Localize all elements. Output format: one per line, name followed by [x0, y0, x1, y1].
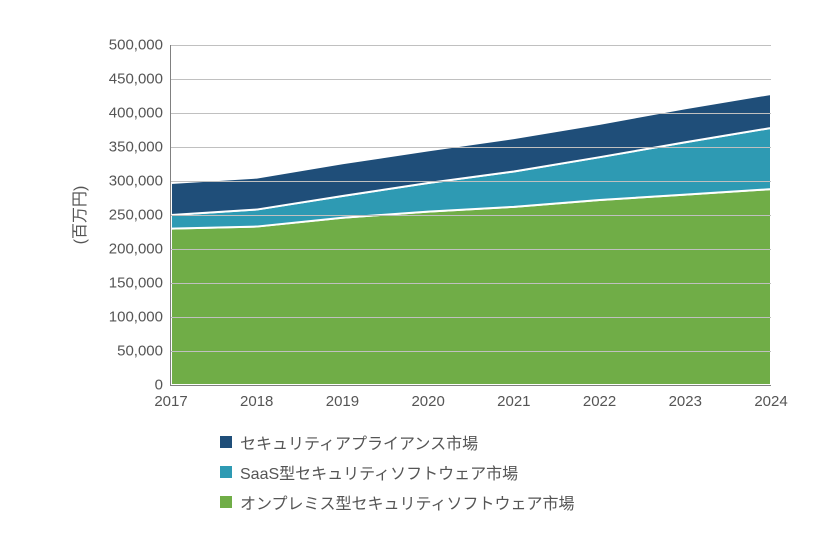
gridline [171, 215, 771, 216]
gridline [171, 181, 771, 182]
x-tick-label: 2017 [154, 385, 187, 410]
y-tick-label: 500,000 [109, 37, 171, 54]
y-tick-label: 250,000 [109, 207, 171, 224]
legend: セキュリティアプライアンス市場 SaaS型セキュリティソフトウェア市場オンプレミス… [220, 430, 575, 514]
x-tick-label: 2021 [497, 385, 530, 410]
legend-item: SaaS型セキュリティソフトウェア市場 [220, 460, 575, 484]
legend-swatch [220, 466, 232, 478]
legend-swatch [220, 496, 232, 508]
y-axis-title: (百万円) [66, 186, 90, 245]
y-tick-label: 50,000 [117, 343, 171, 360]
gridline [171, 351, 771, 352]
legend-label: オンプレミス型セキュリティソフトウェア市場 [240, 490, 575, 514]
y-tick-label: 400,000 [109, 105, 171, 122]
x-tick-label: 2018 [240, 385, 273, 410]
plot-area: 050,000100,000150,000200,000250,000300,0… [170, 45, 771, 386]
y-tick-label: 300,000 [109, 173, 171, 190]
y-tick-label: 100,000 [109, 309, 171, 326]
legend-swatch [220, 436, 232, 448]
x-tick-label: 2019 [326, 385, 359, 410]
x-tick-label: 2023 [669, 385, 702, 410]
gridline [171, 317, 771, 318]
stacked-area-chart: (百万円) 050,000100,000150,000200,000250,00… [0, 0, 827, 544]
gridline [171, 45, 771, 46]
y-tick-label: 350,000 [109, 139, 171, 156]
gridline [171, 113, 771, 114]
gridline [171, 249, 771, 250]
x-tick-label: 2020 [411, 385, 444, 410]
gridline [171, 283, 771, 284]
x-tick-label: 2024 [754, 385, 787, 410]
legend-item: セキュリティアプライアンス市場 [220, 430, 575, 454]
legend-label: SaaS型セキュリティソフトウェア市場 [240, 460, 518, 484]
gridline [171, 147, 771, 148]
legend-item: オンプレミス型セキュリティソフトウェア市場 [220, 490, 575, 514]
legend-label: セキュリティアプライアンス市場 [240, 430, 478, 454]
y-tick-label: 150,000 [109, 275, 171, 292]
y-tick-label: 450,000 [109, 71, 171, 88]
gridline [171, 79, 771, 80]
x-tick-label: 2022 [583, 385, 616, 410]
y-tick-label: 200,000 [109, 241, 171, 258]
